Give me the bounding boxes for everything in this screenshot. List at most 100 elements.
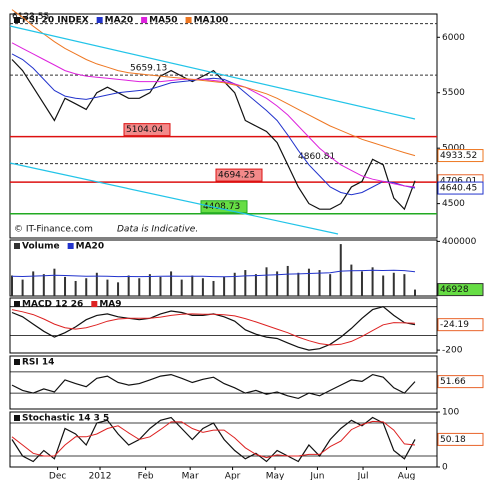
series-line <box>11 373 416 400</box>
volume-bar <box>307 268 310 296</box>
series-line <box>11 9 416 157</box>
x-tick-label: Apr <box>225 472 241 480</box>
panel-frame <box>9 297 438 354</box>
volume-bar <box>53 268 56 296</box>
volume-bar <box>138 278 141 296</box>
y-tick-label: 6000 <box>442 33 465 43</box>
x-tick-label: Dec <box>49 472 66 480</box>
legend-swatch <box>141 17 148 23</box>
last-value-label: 50.18 <box>440 435 466 445</box>
trend-line <box>9 25 416 120</box>
panel: -200 MACD 12 26 -24.19 MA9 <box>9 297 484 356</box>
volume-bar <box>159 276 162 296</box>
level-label: 5659.13 <box>130 64 167 74</box>
volume-bar <box>117 282 120 296</box>
volume-bar <box>297 272 300 296</box>
volume-bar <box>64 276 67 296</box>
legend-label: MA9 <box>99 300 121 310</box>
volume-bar <box>286 265 289 296</box>
last-value-label: 4706.01 <box>440 176 477 186</box>
volume-bar <box>148 274 151 296</box>
series-line <box>11 269 416 278</box>
panel: 400000 Volume 46928 MA20 <box>9 237 484 297</box>
level-label: 5104.04 <box>126 125 163 135</box>
volume-bar <box>127 275 130 296</box>
last-value-label: 46928 <box>440 285 469 295</box>
legend-swatch <box>14 359 20 365</box>
volume-bar <box>74 280 77 296</box>
volume-bar <box>276 271 279 296</box>
panel: 4500 5000 5500 6000 6123.55 5659.13 5104.04 486… <box>9 9 484 239</box>
x-tick-label: 2012 <box>89 472 112 480</box>
y-tick-label: -200 <box>442 346 463 356</box>
y-tick-label: 400000 <box>442 237 477 247</box>
volume-bar <box>212 280 215 296</box>
legend-label: MACD 12 26 <box>22 300 83 310</box>
x-tick-label: Mar <box>182 472 199 480</box>
volume-bar <box>106 279 109 296</box>
series-line <box>11 416 416 463</box>
legend-swatch <box>67 243 74 249</box>
volume-bar <box>414 289 416 296</box>
last-value-label: 4640.45 <box>440 184 477 194</box>
volume-bar <box>42 274 45 296</box>
volume-bar <box>201 278 204 296</box>
legend-label: PSI 20 INDEX <box>22 16 89 26</box>
legend-label: MA100 <box>194 16 229 26</box>
level-label: 4694.25 <box>218 171 255 181</box>
volume-bar <box>382 275 385 296</box>
volume-bar <box>254 274 257 296</box>
volume-bar <box>392 272 395 296</box>
legend-label: MA20 <box>76 242 104 252</box>
note: Data is Indicative. <box>117 225 198 235</box>
x-tick-label: May <box>266 472 285 480</box>
legend-swatch <box>14 415 20 421</box>
volume-bar <box>360 271 363 296</box>
panel: RSI 14 51.66 <box>9 355 484 410</box>
volume-bar <box>265 267 268 296</box>
volume-bar <box>318 270 321 296</box>
last-value-box <box>437 181 484 195</box>
source: © IT-Finance.com <box>14 225 93 235</box>
volume-bar <box>85 278 88 296</box>
y-tick-label: 4500 <box>442 199 465 209</box>
series-line <box>11 309 416 346</box>
legend-swatch <box>91 301 98 307</box>
last-value-box <box>437 318 484 332</box>
last-value-box <box>437 432 484 446</box>
legend-swatch <box>96 17 103 23</box>
last-value-label: 4933.52 <box>440 151 477 161</box>
x-tick-label: Jun <box>309 472 324 480</box>
legend-swatch <box>14 243 20 249</box>
y-tick-label: 5000 <box>442 144 465 154</box>
legend-swatch <box>14 17 20 23</box>
legend-label: MA50 <box>149 16 177 26</box>
panel-frame <box>9 355 438 410</box>
level-label: 4408.73 <box>203 202 240 212</box>
y-tick-label: 100 <box>442 408 459 418</box>
volume-bar <box>403 274 406 296</box>
x-tick-label: Aug <box>398 472 416 480</box>
last-value-box <box>437 149 484 163</box>
volume-bar <box>95 272 98 296</box>
last-value-label: -24.19 <box>440 320 469 330</box>
x-tick-label: Jul <box>357 472 369 480</box>
y-tick-label: 5500 <box>442 88 465 98</box>
series-line <box>11 53 416 196</box>
last-value-label: 51.66 <box>440 377 466 387</box>
y-tick-label: 0 <box>442 463 448 473</box>
panel: 0 100 Stochastic 14 3 5 50.18 Dec 2012 Feb Mar A… <box>9 408 484 480</box>
panel-frame <box>9 411 438 468</box>
volume-bar <box>223 276 226 296</box>
volume-bar <box>329 274 332 296</box>
volume-bar <box>339 244 342 296</box>
level-label: 4860.81 <box>298 152 335 162</box>
x-tick-label: Feb <box>138 472 154 480</box>
volume-bar <box>32 271 35 296</box>
volume-bar <box>191 275 194 296</box>
series-line <box>11 59 416 211</box>
series-line <box>11 42 416 188</box>
last-value-box <box>437 375 484 389</box>
level-label-box <box>123 123 171 137</box>
